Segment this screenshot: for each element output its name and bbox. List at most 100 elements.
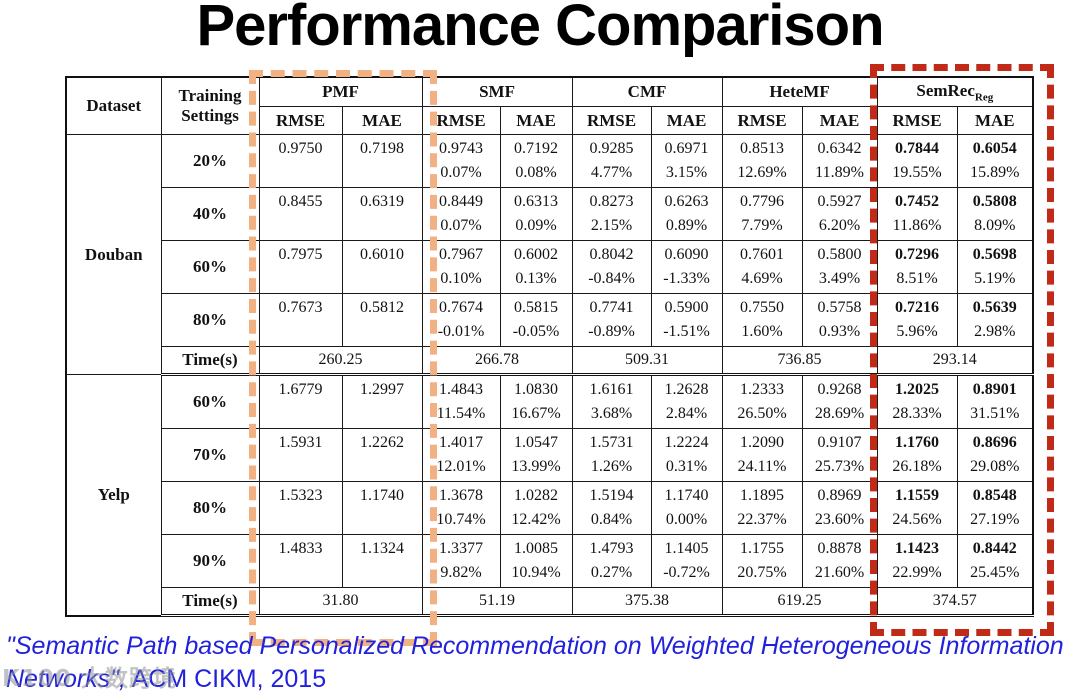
improvement-percent: 5.19% <box>974 270 1016 287</box>
metric-cell: 0.6054 15.89% <box>956 134 1034 188</box>
improvement-percent: 8.09% <box>974 217 1016 234</box>
metric-value: 0.9107 <box>817 434 862 451</box>
metric-value: 0.7216 <box>895 299 940 316</box>
improvement-percent: 0.27% <box>590 564 633 581</box>
metric-value: 1.5931 <box>278 434 323 451</box>
metric-value: 1.2333 <box>740 381 785 398</box>
improvement-percent: 0.10% <box>440 270 482 287</box>
metric-value: 0.8442 <box>972 540 1017 557</box>
header-smf-mae: MAE <box>499 106 573 135</box>
improvement-percent: 0.13% <box>515 270 557 287</box>
table-row: 70% 1.5931 1.2262 1.4017 12.01% 1.0547 13.99% 1… <box>66 428 1034 482</box>
metric-cell: 1.6161 3.68% <box>571 374 652 429</box>
metric-cell: 1.0282 12.42% <box>499 481 573 535</box>
improvement-percent: -1.51% <box>663 323 710 340</box>
metric-value: 1.1324 <box>360 540 404 557</box>
header-cmf-mae: MAE <box>650 106 723 135</box>
metric-value: 0.7844 <box>895 140 940 157</box>
metric-cell: 1.2333 26.50% <box>721 374 803 429</box>
metric-cell: 1.1755 20.75% <box>721 534 803 588</box>
metric-value: 1.6779 <box>278 381 323 398</box>
metric-value: 0.6342 <box>817 140 862 157</box>
metric-cell: 1.4017 12.01% <box>421 428 501 482</box>
metric-value: 0.8696 <box>972 434 1017 451</box>
method-label: HeteMF <box>769 82 830 101</box>
metric-cell: 0.6010 <box>341 240 423 294</box>
improvement-percent: -0.89% <box>588 323 635 340</box>
improvement-percent: -1.33% <box>663 270 710 287</box>
metric-cell: 0.7844 19.55% <box>876 134 958 188</box>
time-label: Time(s) <box>160 346 260 376</box>
improvement-percent: 12.42% <box>511 511 561 528</box>
performance-table: Dataset Training Settings PMF SMF CMF HeteM… <box>65 76 1035 617</box>
metric-cell: 1.1405 -0.72% <box>650 534 723 588</box>
metric-value: 0.5808 <box>972 193 1017 210</box>
header-semrec-rmse: RMSE <box>876 106 958 135</box>
metric-cell: 0.9268 28.69% <box>801 374 878 429</box>
metric-cell: 1.4843 11.54% <box>421 374 501 429</box>
improvement-percent: 31.51% <box>970 405 1020 422</box>
table-row: 90% 1.4833 1.1324 1.3377 9.82% 1.0085 10.94% 1.… <box>66 534 1034 588</box>
citation-venue: ACM CIKM, 2015 <box>131 665 327 693</box>
header-dataset: Dataset <box>65 76 162 135</box>
improvement-percent: 13.99% <box>511 458 561 475</box>
metric-value: 1.2224 <box>664 434 709 451</box>
metric-cell: 1.5323 <box>258 481 343 535</box>
metric-cell: 1.2628 2.84% <box>650 374 723 429</box>
metric-value: 0.6010 <box>360 246 404 263</box>
metric-cell: 0.9743 0.07% <box>421 134 501 188</box>
metric-value: 1.0547 <box>514 434 559 451</box>
metric-value: 0.6971 <box>664 140 709 157</box>
table-row: 80% 0.7673 0.5812 0.7674 -0.01% 0.5815 -0.05% 0… <box>66 293 1034 347</box>
metric-value: 1.1740 <box>664 487 709 504</box>
metric-value: 0.8455 <box>278 193 323 210</box>
method-subscript: Reg <box>974 91 994 104</box>
metric-value: 0.7601 <box>740 246 785 263</box>
metric-value: 1.6161 <box>589 381 634 398</box>
header-method-pmf: PMF <box>258 76 423 107</box>
metric-value: 0.5758 <box>817 299 862 316</box>
page-title: Performance Comparison <box>196 0 884 58</box>
method-label: SemRec <box>916 80 975 100</box>
improvement-percent: 10.94% <box>511 564 561 581</box>
metric-value: 0.8878 <box>817 540 862 557</box>
metric-cell: 0.5800 3.49% <box>801 240 878 294</box>
metric-value: 0.8513 <box>740 140 785 157</box>
improvement-percent: 5.96% <box>896 323 938 340</box>
metric-cell: 0.8513 12.69% <box>721 134 803 188</box>
metric-cell: 1.4833 <box>258 534 343 588</box>
improvement-percent: 0.84% <box>590 511 633 528</box>
metric-value: 1.3678 <box>439 487 484 504</box>
training-setting: 60% <box>160 240 260 294</box>
metric-cell: 1.1559 24.56% <box>876 481 958 535</box>
metric-value: 0.5639 <box>972 299 1017 316</box>
improvement-percent: 28.69% <box>814 405 865 422</box>
improvement-percent: 0.07% <box>440 164 482 181</box>
metric-cell: 0.5808 8.09% <box>956 187 1034 241</box>
header-pmf-mae: MAE <box>341 106 423 135</box>
header-method-smf: SMF <box>421 76 573 107</box>
metric-value: 1.1559 <box>895 487 940 504</box>
metric-value: 0.7550 <box>740 299 785 316</box>
metric-cell: 0.7296 8.51% <box>876 240 958 294</box>
time-cell: 51.19 <box>421 587 573 617</box>
metric-cell: 0.8449 0.07% <box>421 187 501 241</box>
metric-cell: 0.8969 23.60% <box>801 481 878 535</box>
time-cell: 31.80 <box>258 587 423 617</box>
improvement-percent: 22.99% <box>892 564 942 581</box>
improvement-percent: 0.93% <box>818 323 861 340</box>
metric-cell: 0.8878 21.60% <box>801 534 878 588</box>
time-row: Time(s) 31.80 51.19 375.38 619.25 374.57 <box>66 587 1034 617</box>
watermark-text: 大数跨境 <box>80 666 177 692</box>
improvement-percent: 29.08% <box>970 458 1020 475</box>
improvement-percent: 26.18% <box>892 458 942 475</box>
metric-value: 0.8042 <box>589 246 634 263</box>
metric-value: 1.1755 <box>740 540 785 557</box>
metric-value: 0.6002 <box>514 246 559 263</box>
table-row: 80% 1.5323 1.1740 1.3678 10.74% 1.0282 12.42% 1… <box>66 481 1034 535</box>
metric-cell: 0.7452 11.86% <box>876 187 958 241</box>
metric-value: 1.4833 <box>278 540 323 557</box>
metric-cell: 0.8442 25.45% <box>956 534 1034 588</box>
improvement-percent: 11.54% <box>436 405 486 422</box>
metric-value: 1.4843 <box>439 381 484 398</box>
